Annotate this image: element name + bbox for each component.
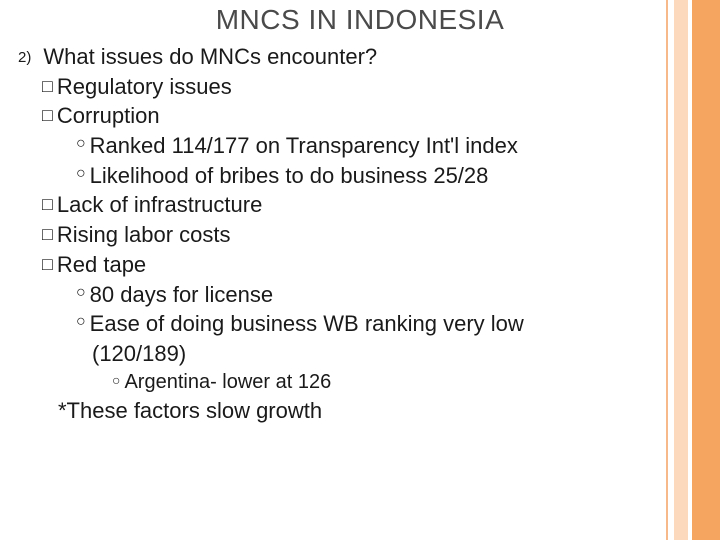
subitem-transparency: ○ Ranked 114/177 on Transparency Int'l i… xyxy=(18,131,630,161)
subitem-license-days: ○ 80 days for license xyxy=(18,280,630,310)
decoration-stripe-mid xyxy=(674,0,688,540)
right-decoration xyxy=(645,0,720,540)
main-question: 2) What issues do MNCs encounter? xyxy=(18,42,630,72)
ring-bullet-icon: ○ xyxy=(76,131,90,161)
square-bullet-icon: □ xyxy=(42,220,57,250)
subsubitem-argentina: ○ Argentina- lower at 126 xyxy=(18,369,630,396)
subitem-bribes: ○ Likelihood of bribes to do business 25… xyxy=(18,161,630,191)
slide-content: 2) What issues do MNCs encounter? □ Regu… xyxy=(0,42,720,425)
square-bullet-icon: □ xyxy=(42,250,57,280)
square-bullet-icon: □ xyxy=(42,190,57,220)
main-question-text: What issues do MNCs encounter? xyxy=(43,42,377,72)
item-text: Rising labor costs xyxy=(57,220,231,250)
list-number: 2) xyxy=(18,42,43,72)
decoration-stripe-thin xyxy=(666,0,668,540)
item-infrastructure: □ Lack of infrastructure xyxy=(18,190,630,220)
item-text: Regulatory issues xyxy=(57,72,232,102)
ring-bullet-icon: ○ xyxy=(76,161,90,191)
item-text: Ranked 114/177 on Transparency Int'l ind… xyxy=(90,131,518,161)
item-text: Ease of doing business WB ranking very l… xyxy=(90,309,524,339)
item-red-tape: □ Red tape xyxy=(18,250,630,280)
square-bullet-icon: □ xyxy=(42,101,57,131)
square-bullet-icon: □ xyxy=(42,72,57,102)
subitem-ease-of-business: ○ Ease of doing business WB ranking very… xyxy=(18,309,630,339)
ring-bullet-icon: ○ xyxy=(76,309,90,339)
decoration-stripe-wide xyxy=(692,0,720,540)
item-labor-costs: □ Rising labor costs xyxy=(18,220,630,250)
item-regulatory: □ Regulatory issues xyxy=(18,72,630,102)
slide-title: MNCS IN INDONESIA xyxy=(0,0,720,42)
item-text: Lack of infrastructure xyxy=(57,190,262,220)
subitem-ease-continuation: (120/189) xyxy=(18,339,630,369)
item-text: Likelihood of bribes to do business 25/2… xyxy=(90,161,489,191)
item-text: 80 days for license xyxy=(90,280,273,310)
footnote: *These factors slow growth xyxy=(18,396,630,426)
item-text: Red tape xyxy=(57,250,146,280)
item-text: Argentina- lower at 126 xyxy=(124,369,331,396)
ring-bullet-icon: ○ xyxy=(112,369,124,396)
item-corruption: □ Corruption xyxy=(18,101,630,131)
ring-bullet-icon: ○ xyxy=(76,280,90,310)
item-text: Corruption xyxy=(57,101,160,131)
